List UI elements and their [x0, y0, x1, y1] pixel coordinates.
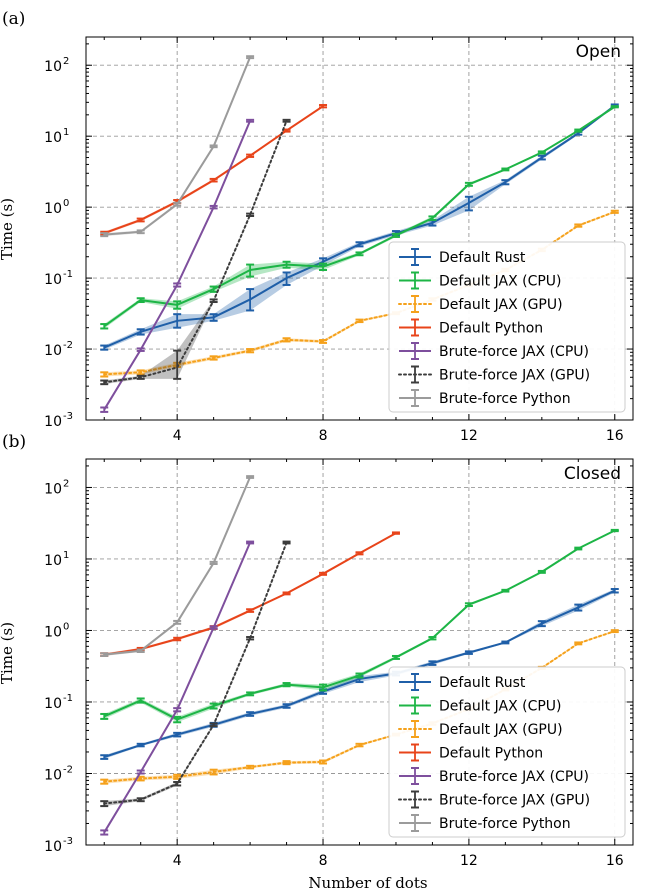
y-tick-label: 10 [44, 414, 62, 430]
series-brute-force-jax-cpu [100, 118, 255, 413]
legend-item: Default Rust [399, 248, 526, 266]
error-band [104, 105, 324, 235]
y-tick-label-exponent: 1 [63, 127, 69, 138]
legend-label: Brute-force JAX (CPU) [439, 344, 589, 360]
y-tick-label: 10 [44, 839, 62, 855]
y-tick-label-exponent: 2 [63, 56, 69, 67]
legend-label: Default JAX (GPU) [439, 722, 563, 738]
x-tick-label: 16 [606, 428, 624, 444]
legend-item: Default JAX (GPU) [398, 295, 563, 313]
y-tick-label-exponent: -2 [63, 764, 73, 775]
legend-item: Brute-force Python [399, 389, 571, 407]
series-brute-force-python [100, 55, 255, 238]
x-axis-label: Number of dots [308, 874, 427, 892]
series-brute-force-jax-gpu [100, 118, 291, 386]
series-default-python [100, 104, 328, 236]
y-tick-label-exponent: -3 [63, 411, 73, 422]
y-tick-label: 10 [44, 343, 62, 359]
x-tick-label: 12 [460, 428, 478, 444]
x-tick-label: 8 [319, 853, 328, 869]
legend-item: Default JAX (CPU) [399, 271, 562, 290]
legend-label: Brute-force JAX (CPU) [439, 769, 589, 785]
legend-label: Default Python [439, 321, 543, 337]
y-tick-label-exponent: 1 [63, 550, 69, 561]
y-axis-label-b: Time (s) [0, 622, 16, 684]
y-tick-label-exponent: 0 [63, 198, 69, 209]
panel-label-b: (b) [2, 432, 26, 452]
legend-label: Default Rust [439, 250, 526, 266]
legend-item: Default JAX (CPU) [399, 696, 562, 715]
legend: Default Rust Default JAX (CPU) Default JAX… [388, 241, 626, 413]
legend-label: Default JAX (GPU) [439, 297, 563, 313]
panel-title: Closed [564, 464, 621, 484]
panel-title: Open [576, 42, 621, 62]
legend: Default Rust Default JAX (CPU) Default JAX… [388, 666, 626, 838]
y-axis-label-a: Time (s) [0, 198, 16, 260]
series-line [103, 541, 288, 805]
series-line [103, 119, 288, 384]
legend-label: Brute-force Python [439, 816, 571, 832]
x-tick-label: 8 [319, 428, 328, 444]
legend-item: Brute-force JAX (CPU) [399, 767, 589, 785]
x-tick-label: 4 [173, 428, 182, 444]
legend-label: Brute-force JAX (GPU) [439, 368, 590, 384]
legend-label: Brute-force Python [439, 391, 571, 407]
error-band [104, 119, 287, 385]
y-tick-label: 10 [44, 272, 62, 288]
y-tick-label: 10 [44, 624, 62, 640]
x-tick-label: 16 [606, 853, 624, 869]
legend-label: Default Rust [439, 675, 526, 691]
legend-box [388, 241, 626, 413]
y-tick-label: 10 [44, 481, 62, 497]
legend-item: Default Rust [399, 673, 526, 691]
y-tick-label: 10 [44, 130, 62, 146]
panel-label-a: (a) [2, 9, 25, 29]
legend-item: Brute-force JAX (GPU) [398, 365, 590, 384]
y-tick-label: 10 [44, 767, 62, 783]
y-tick-label-exponent: -2 [63, 340, 73, 351]
legend-box [388, 666, 626, 838]
x-ticks: 4 8 12 16 [103, 37, 624, 444]
legend-item: Brute-force JAX (GPU) [398, 790, 590, 809]
legend-item: Default Python [399, 743, 543, 762]
series-default-jax-cpu [100, 105, 619, 330]
x-tick-label: 4 [173, 853, 182, 869]
y-tick-label: 10 [44, 553, 62, 569]
y-tick-label-exponent: -1 [63, 693, 73, 704]
y-tick-label-exponent: -3 [63, 836, 73, 847]
x-ticks: 4 8 12 16 [103, 459, 624, 869]
legend-label: Default Python [439, 746, 543, 762]
x-tick-label: 12 [460, 853, 478, 869]
legend-item: Brute-force JAX (CPU) [399, 342, 589, 360]
series-brute-force-jax-cpu [100, 540, 255, 836]
series-default-jax-cpu [100, 528, 619, 724]
legend-label: Brute-force JAX (GPU) [439, 793, 590, 809]
series-brute-force-python [100, 475, 255, 657]
legend-item: Brute-force Python [399, 814, 571, 832]
series-brute-force-jax-gpu [100, 540, 291, 808]
legend-label: Default JAX (CPU) [439, 699, 562, 715]
y-tick-label-exponent: 2 [63, 478, 69, 489]
error-band [104, 56, 251, 237]
legend-label: Default JAX (CPU) [439, 274, 562, 290]
y-tick-label: 10 [44, 696, 62, 712]
error-band [104, 589, 615, 759]
y-tick-label-exponent: -1 [63, 269, 73, 280]
series-line [103, 105, 324, 235]
legend-item: Default Python [399, 318, 543, 337]
legend-item: Default JAX (GPU) [398, 720, 563, 738]
y-tick-label: 10 [44, 201, 62, 217]
y-tick-label-exponent: 0 [63, 621, 69, 632]
y-tick-label: 10 [44, 59, 62, 75]
